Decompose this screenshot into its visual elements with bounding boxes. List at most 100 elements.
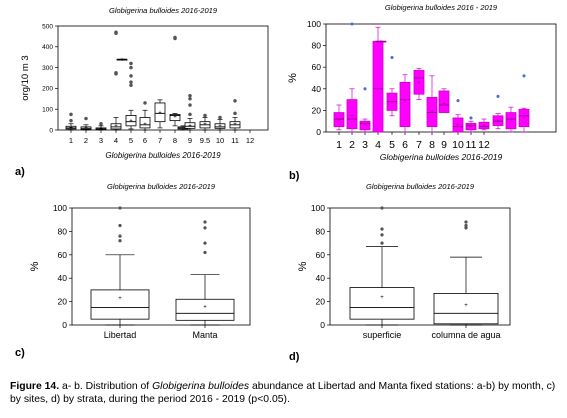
x-axis-label: Globigerina bulloides 2016-2019	[380, 152, 503, 162]
x-tick-label: 9	[441, 139, 447, 151]
box-outlier	[380, 206, 384, 210]
x-tick-label: 2	[84, 136, 88, 145]
box-outlier	[203, 220, 207, 224]
box-plot: +	[505, 106, 517, 133]
box-mean-marker: +	[464, 303, 468, 309]
box-iqr	[359, 120, 371, 131]
box-outlier	[118, 239, 122, 243]
box-mean-marker: +	[158, 110, 162, 116]
box-iqr	[518, 108, 530, 128]
panel-letter-c: c)	[15, 347, 25, 359]
panel-a: Globigerina bulloides 2016-2019 0 100 200 30…	[0, 0, 280, 170]
box-mean-marker: +	[403, 99, 407, 105]
y-axis-label: org/10 m 3	[20, 55, 31, 100]
y-tick-label: 400	[42, 44, 53, 51]
panel-letter-b: b)	[289, 170, 300, 182]
chart-title: Globigerina bulloides 2016-2019	[109, 6, 218, 15]
y-tick-label: 500	[42, 23, 53, 30]
box-outlier	[203, 226, 207, 230]
chart-c: Globigerina bulloides 2016-2019 0 20 40 60 80…	[29, 182, 251, 340]
box-plot: +	[90, 206, 150, 326]
box-outlier	[118, 206, 122, 210]
box-outlier	[129, 83, 133, 88]
box-plot: +	[154, 99, 166, 129]
plot-frame	[71, 207, 251, 326]
y-tick-label: 100	[307, 19, 321, 29]
chart-title: Globigerina bulloides 2016-2019	[366, 182, 475, 191]
box-plot: +	[349, 206, 415, 326]
x-axis-label: Globigerina bulloides 2016-2019	[105, 151, 221, 160]
x-tick-label: 7	[416, 139, 422, 151]
x-tick-label: superficie	[363, 330, 402, 340]
box-outlier	[456, 99, 460, 103]
box-mean-marker: +	[376, 87, 380, 93]
box-outlier	[188, 112, 192, 117]
box-iqr	[492, 115, 504, 126]
box-plot: +	[452, 99, 464, 133]
box-plot: +	[125, 61, 137, 130]
box-mean-marker: +	[203, 122, 207, 128]
box-mean-marker: +	[233, 122, 237, 128]
box-outlier	[350, 22, 354, 26]
box-mean-marker: +	[390, 100, 394, 106]
box-plot: +	[492, 94, 504, 130]
box-mean-marker: +	[218, 124, 222, 130]
y-axis-label: %	[287, 73, 299, 83]
x-tick-label: 1	[336, 139, 342, 151]
box-iqr	[349, 287, 415, 320]
box-mean-marker: +	[430, 109, 434, 115]
box-plot: +	[346, 22, 358, 133]
chart-d: Globigerina bulloides 2016-2019 0 20 40 60 80…	[297, 182, 511, 340]
y-tick-label: 40	[58, 273, 68, 283]
x-tick-label: Libertad	[104, 330, 137, 340]
y-tick-label: 20	[316, 297, 326, 307]
box-mean-marker: +	[380, 295, 384, 301]
box-mean-marker: +	[120, 57, 124, 63]
caption-text-post: abundance at Libertad and Manta fixed st…	[10, 381, 556, 405]
x-tick-label: 8	[173, 136, 177, 145]
box-iqr	[125, 115, 137, 127]
box-mean-marker: +	[417, 80, 421, 86]
box-mean-marker: +	[173, 114, 177, 120]
x-tick-label: 4	[114, 136, 118, 145]
box-mean-marker: +	[509, 118, 513, 124]
y-tick-label: 100	[53, 203, 67, 213]
box-iqr	[438, 90, 450, 113]
y-tick-label: 300	[42, 65, 53, 72]
box-outlier	[69, 118, 73, 123]
chart-title: Globigerina bulloides 2016 - 2019	[385, 3, 498, 12]
box-plot: +	[229, 99, 241, 131]
box-mean-marker: +	[379, 39, 383, 45]
plot-frame	[325, 23, 557, 133]
box-mean-marker: +	[469, 125, 473, 131]
y-tick-label: 20	[58, 297, 68, 307]
y-tick-label: 100	[311, 203, 325, 213]
box-plot: +	[214, 115, 226, 131]
x-tick-label: 6	[143, 136, 147, 145]
x-tick-label: 11	[466, 139, 477, 151]
box-plot: +	[386, 55, 398, 117]
box-iqr	[214, 123, 226, 129]
box-plot: +	[116, 57, 128, 63]
box-outlier	[464, 223, 468, 228]
box-outlier	[114, 30, 118, 35]
y-tick-label: 60	[316, 250, 326, 260]
box-plot: +	[465, 116, 477, 133]
y-tick-label: 200	[42, 86, 53, 93]
box-mean-marker: +	[143, 122, 147, 128]
box-iqr	[169, 114, 181, 122]
chart-b: Globigerina bulloides 2016 - 2019 0 20 40 60…	[287, 3, 557, 162]
box-plot: +	[478, 118, 490, 131]
box-mean-marker: +	[129, 119, 133, 125]
box-outlier	[99, 121, 103, 126]
box-mean-marker: +	[99, 127, 103, 133]
y-tick-label: 100	[42, 106, 53, 113]
box-plot: +	[139, 101, 151, 131]
box-plot: +	[438, 88, 450, 113]
box-outlier	[129, 65, 133, 70]
box-iqr	[346, 99, 358, 130]
box-iqr	[90, 289, 150, 320]
y-tick-label: 80	[312, 41, 322, 51]
box-outlier	[218, 115, 222, 120]
x-tick-label: 10	[452, 139, 464, 151]
